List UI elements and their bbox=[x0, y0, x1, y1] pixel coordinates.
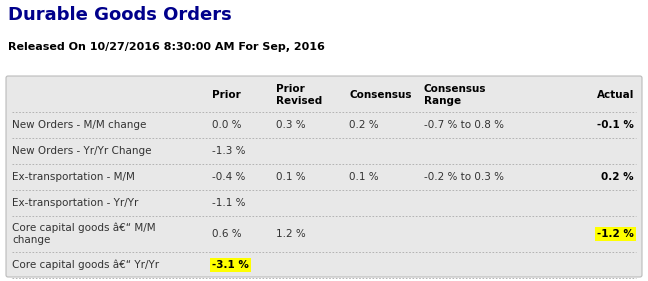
Text: -1.3 %: -1.3 % bbox=[212, 146, 246, 156]
Text: Durable Goods Orders: Durable Goods Orders bbox=[8, 6, 232, 24]
Text: Core capital goods â€“ Yr/Yr: Core capital goods â€“ Yr/Yr bbox=[12, 260, 159, 270]
Text: Ex-transportation - Yr/Yr: Ex-transportation - Yr/Yr bbox=[12, 198, 139, 208]
Text: Ex-transportation - M/M: Ex-transportation - M/M bbox=[12, 172, 135, 182]
Text: -0.1 %: -0.1 % bbox=[597, 120, 634, 130]
FancyBboxPatch shape bbox=[6, 76, 642, 277]
Text: Consensus
Range: Consensus Range bbox=[424, 84, 487, 106]
Text: Prior
Revised: Prior Revised bbox=[276, 84, 322, 106]
Text: Core capital goods â€“ M/M
change: Core capital goods â€“ M/M change bbox=[12, 223, 156, 245]
Text: 0.3 %: 0.3 % bbox=[276, 120, 306, 130]
Text: 0.0 %: 0.0 % bbox=[212, 120, 242, 130]
Text: 0.2 %: 0.2 % bbox=[601, 172, 634, 182]
Text: 1.2 %: 1.2 % bbox=[276, 229, 306, 239]
Text: New Orders - M/M change: New Orders - M/M change bbox=[12, 120, 146, 130]
Text: Consensus: Consensus bbox=[349, 90, 411, 100]
Text: Actual: Actual bbox=[597, 90, 634, 100]
Text: -0.7 % to 0.8 %: -0.7 % to 0.8 % bbox=[424, 120, 504, 130]
Text: -1.2 %: -1.2 % bbox=[597, 229, 634, 239]
Text: 0.2 %: 0.2 % bbox=[349, 120, 378, 130]
Text: New Orders - Yr/Yr Change: New Orders - Yr/Yr Change bbox=[12, 146, 152, 156]
Text: -0.2 % to 0.3 %: -0.2 % to 0.3 % bbox=[424, 172, 504, 182]
Text: -3.1 %: -3.1 % bbox=[212, 260, 249, 270]
Text: 0.1 %: 0.1 % bbox=[349, 172, 378, 182]
Text: -1.1 %: -1.1 % bbox=[212, 198, 246, 208]
Text: -0.4 %: -0.4 % bbox=[212, 172, 246, 182]
Text: 0.1 %: 0.1 % bbox=[276, 172, 306, 182]
Text: Prior: Prior bbox=[212, 90, 241, 100]
Text: 0.6 %: 0.6 % bbox=[212, 229, 242, 239]
Text: Released On 10/27/2016 8:30:00 AM For Sep, 2016: Released On 10/27/2016 8:30:00 AM For Se… bbox=[8, 42, 325, 52]
